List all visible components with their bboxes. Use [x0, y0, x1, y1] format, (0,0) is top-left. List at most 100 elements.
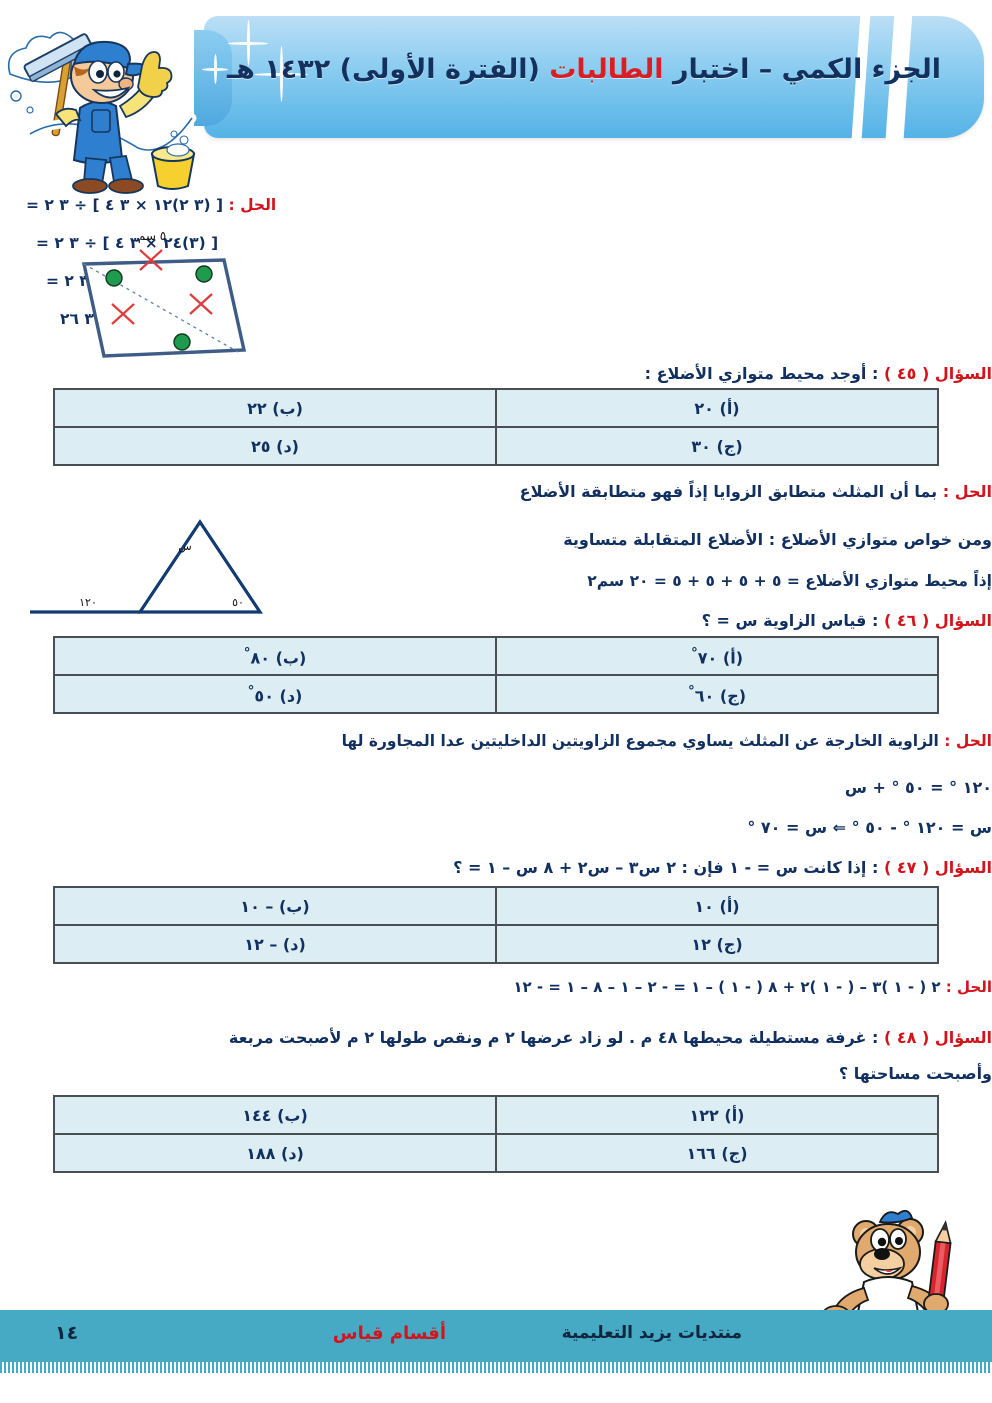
option-c[interactable]: (ج) ٣٠: [495, 426, 939, 466]
solution-label: الحل :: [942, 482, 992, 501]
option-value: ٨٠: [250, 648, 271, 668]
question-48-body: : غرفة مستطيلة محيطها ٤٨ م . لو زاد عرضه…: [228, 1028, 879, 1047]
header-band-shape: [194, 16, 984, 138]
table-row: (أ) ٢٠ (ب) ٢٢: [53, 388, 939, 428]
triangle-base-angle-label: ٥٠: [232, 596, 244, 609]
question-46-solution-line-3: س = ١٢٠ ° - ٥٠ ° ⇐ س = ٧٠ °: [747, 818, 992, 837]
question-46-options: (أ) ٧٠° (ب) ٨٠° (ج) ٦٠° (د) ٥٠°: [53, 636, 939, 714]
option-b[interactable]: (ب) ٨٠°: [53, 636, 497, 676]
footer-site-name: منتديات يزيد التعليمية: [561, 1323, 742, 1343]
option-b[interactable]: (ب) – ١٠: [53, 886, 497, 926]
table-row: (أ) ١٠ (ب) – ١٠: [53, 886, 939, 926]
option-value: ١٦٦: [686, 1143, 716, 1163]
question-45-body: : أوجد محيط متوازي الأضلاع :: [644, 364, 879, 383]
degree-symbol: °: [243, 644, 251, 661]
degree-symbol: °: [690, 644, 698, 661]
header-banner: الجزء الكمي – اختبار الطالبات (الفترة ال…: [194, 6, 984, 156]
option-key: (ب): [277, 1105, 308, 1125]
solution-label: الحل :: [944, 732, 992, 750]
option-a[interactable]: (أ) ٢٠: [495, 388, 939, 428]
top-solution-line-1: الحل : [ (٣ ٢)١٢ × ٣ ٤ ] ÷ ٣ ٢ =: [0, 196, 968, 214]
option-value: – ١٢: [244, 934, 278, 954]
option-key: (ب): [275, 648, 307, 668]
question-47-body: : إذا كانت س = - ١ فإن : ٢ س٣ – س٢ + ٨ س…: [453, 858, 879, 877]
option-b[interactable]: (ب) ١٤٤: [53, 1095, 497, 1135]
footer-section-name: أقسام قياس: [332, 1323, 446, 1344]
option-value: ٣٠: [691, 436, 711, 456]
option-c[interactable]: (ج) ١٦٦: [495, 1133, 939, 1173]
question-45-solution-line-3: إذاً محيط متوازي الأضلاع = ٥ + ٥ + ٥ + ٥…: [587, 572, 992, 590]
option-value: ١٨٨: [246, 1143, 276, 1163]
option-key: (د): [281, 1143, 304, 1163]
table-row: (ج) ٣٠ (د) ٢٥: [53, 426, 939, 466]
question-45-label: السؤال ( ٤٥ ): [883, 364, 992, 383]
solution-text: بما أن المثلث متطابق الزوايا إذاً فهو مت…: [519, 482, 938, 501]
page-title-part-2: (الفترة الأولى) ١٤٣٢ هـ: [226, 54, 550, 85]
option-a[interactable]: (أ) ١٠: [495, 886, 939, 926]
option-value: ١٢: [691, 934, 711, 954]
solution-label: الحل :: [945, 978, 992, 996]
option-c[interactable]: (ج) ١٢: [495, 924, 939, 964]
question-48-text: السؤال ( ٤٨ ) : غرفة مستطيلة محيطها ٤٨ م…: [48, 1028, 992, 1047]
window-cleaner-mascot-icon: [7, 31, 197, 194]
table-row: (أ) ١٢٢ (ب) ١٤٤: [53, 1095, 939, 1135]
option-a[interactable]: (أ) ٧٠°: [495, 636, 939, 676]
option-value: ٢٥: [251, 436, 271, 456]
option-d[interactable]: (د) – ١٢: [53, 924, 497, 964]
page-title-part-1: الجزء الكمي – اختبار: [663, 54, 942, 85]
option-key: (ج): [719, 686, 747, 706]
option-value: – ١٠: [240, 896, 274, 916]
question-45-solution-line-2: ومن خواص متوازي الأضلاع : الأضلاع المتقا…: [563, 530, 992, 549]
option-value: ٢٠: [694, 398, 714, 418]
question-47-options: (أ) ١٠ (ب) – ١٠ (ج) ١٢ (د) – ١٢: [53, 886, 939, 964]
option-key: (أ): [724, 1105, 745, 1125]
question-45-solution-line-1: الحل : بما أن المثلث متطابق الزوايا إذاً…: [48, 482, 992, 501]
question-45-text: السؤال ( ٤٥ ) : أوجد محيط متوازي الأضلاع…: [48, 364, 992, 383]
option-key: (د): [282, 934, 306, 954]
option-key: (ب): [272, 398, 303, 418]
triangle-apex-label: س: [178, 540, 191, 553]
degree-symbol: °: [247, 682, 255, 699]
question-48-text-line-2: وأصبحت مساحتها ؟: [838, 1064, 992, 1083]
parallelogram-figure: ٥ سم: [81, 229, 247, 358]
option-value: ٢٢: [247, 398, 267, 418]
question-46-body: : قياس الزاوية س = ؟: [701, 611, 879, 630]
question-46-label: السؤال ( ٤٦ ): [883, 611, 992, 630]
option-value: ٥٠: [254, 686, 274, 706]
option-key: (أ): [722, 648, 743, 668]
option-key: (ج): [716, 436, 743, 456]
table-row: (أ) ٧٠° (ب) ٨٠°: [53, 636, 939, 676]
option-a[interactable]: (أ) ١٢٢: [495, 1095, 939, 1135]
option-c[interactable]: (ج) ٦٠°: [495, 674, 939, 714]
option-value: ٧٠: [697, 648, 718, 668]
question-46-solution-line-2: ١٢٠ ° = ٥٠ ° + س: [844, 778, 992, 797]
vertex-marker: [105, 269, 123, 287]
option-key: (ج): [721, 1143, 748, 1163]
solution-label: الحل :: [228, 196, 277, 214]
degree-symbol: °: [687, 682, 695, 699]
page-title-highlight: الطالبات: [549, 54, 664, 85]
option-key: (أ): [719, 398, 740, 418]
page-number: ١٤: [55, 1322, 79, 1344]
parallelogram-side-label: ٥ سم: [138, 229, 166, 243]
question-48-options: (أ) ١٢٢ (ب) ١٤٤ (ج) ١٦٦ (د) ١٨٨: [53, 1095, 939, 1173]
option-key: (ب): [278, 896, 310, 916]
option-d[interactable]: (د) ٥٠°: [53, 674, 497, 714]
question-48-label: السؤال ( ٤٨ ): [883, 1028, 992, 1047]
question-45-options: (أ) ٢٠ (ب) ٢٢ (ج) ٣٠ (د) ٢٥: [53, 388, 939, 466]
option-key: (د): [276, 436, 299, 456]
footer-dashed-strip: [0, 1362, 992, 1373]
vertex-marker: [195, 265, 213, 283]
option-key: (ج): [716, 934, 743, 954]
question-47-text: السؤال ( ٤٧ ) : إذا كانت س = - ١ فإن : ٢…: [48, 858, 992, 877]
table-row: (ج) ٦٠° (د) ٥٠°: [53, 674, 939, 714]
option-d[interactable]: (د) ٢٥: [53, 426, 497, 466]
solution-text: ٢ ( - ١ )٣ – ( - ١ )٢ + ٨ ( - ١ ) – ١ = …: [513, 978, 941, 996]
option-value: ١٢٢: [689, 1105, 719, 1125]
option-d[interactable]: (د) ١٨٨: [53, 1133, 497, 1173]
solution-expression: [ (٣ ٢)١٢ × ٣ ٤ ] ÷ ٣ ٢ =: [26, 196, 224, 214]
question-47-solution-line-1: الحل : ٢ ( - ١ )٣ – ( - ١ )٢ + ٨ ( - ١ )…: [48, 978, 992, 996]
option-value: ١٤٤: [242, 1105, 272, 1125]
table-row: (ج) ١٦٦ (د) ١٨٨: [53, 1133, 939, 1173]
option-b[interactable]: (ب) ٢٢: [53, 388, 497, 428]
